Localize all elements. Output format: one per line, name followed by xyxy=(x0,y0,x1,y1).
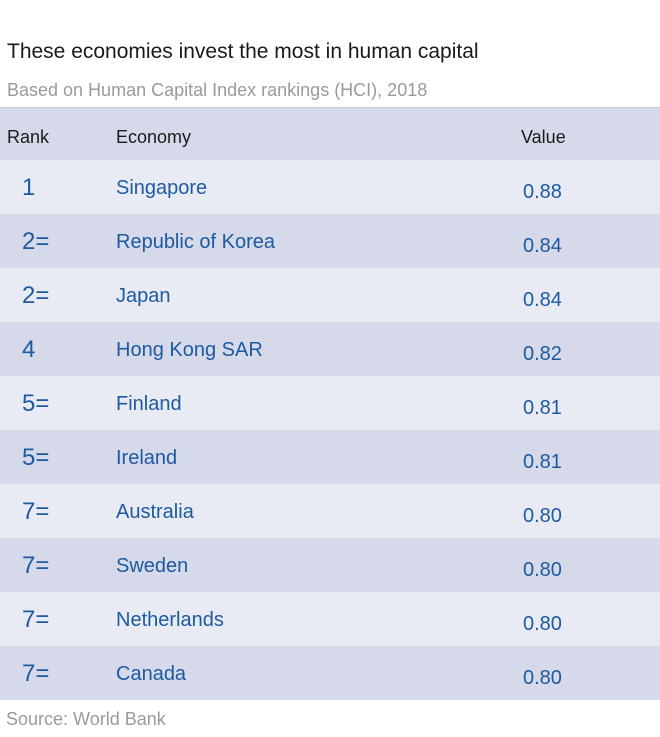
economy-cell: Republic of Korea xyxy=(116,231,275,253)
economy-cell: Ireland xyxy=(116,447,178,469)
source-note: Source: World Bank xyxy=(6,709,166,729)
economy-cell: Singapore xyxy=(116,177,208,199)
economy-cell: Netherlands xyxy=(116,609,224,631)
table-row: 2= Japan 0.84 xyxy=(0,268,660,322)
rank-cell: 7= xyxy=(22,498,50,525)
value-cell: 0.80 xyxy=(523,613,562,635)
header-economy: Economy xyxy=(116,127,192,147)
rank-cell: 5= xyxy=(22,444,50,471)
header-rank: Rank xyxy=(7,127,50,147)
value-cell: 0.88 xyxy=(523,181,562,203)
table-header: Rank Economy Value xyxy=(0,108,660,160)
economy-cell: Canada xyxy=(116,663,187,685)
rank-cell: 7= xyxy=(22,660,50,687)
economy-cell: Japan xyxy=(116,285,171,307)
value-cell: 0.80 xyxy=(523,505,562,527)
table-row: 7= Sweden 0.80 xyxy=(0,538,660,592)
rank-cell: 5= xyxy=(22,390,50,417)
economy-cell: Sweden xyxy=(116,555,189,577)
rank-cell: 4 xyxy=(22,336,36,363)
table-row: 5= Finland 0.81 xyxy=(0,376,660,430)
value-cell: 0.82 xyxy=(523,343,562,365)
economy-cell: Finland xyxy=(116,393,182,415)
value-cell: 0.80 xyxy=(523,667,562,689)
rank-cell: 7= xyxy=(22,552,50,579)
value-cell: 0.81 xyxy=(523,451,562,473)
table-row: 4 Hong Kong SAR 0.82 xyxy=(0,322,660,376)
header-value: Value xyxy=(521,127,566,147)
value-cell: 0.80 xyxy=(523,559,562,581)
table-row: 5= Ireland 0.81 xyxy=(0,430,660,484)
rank-cell: 7= xyxy=(22,606,50,633)
top-rule xyxy=(0,107,660,108)
table-row: 7= Netherlands 0.80 xyxy=(0,592,660,646)
chart-subtitle: Based on Human Capital Index rankings (H… xyxy=(7,80,428,100)
table-row: 7= Canada 0.80 xyxy=(0,646,660,700)
economy-cell: Australia xyxy=(116,501,194,523)
value-cell: 0.84 xyxy=(523,235,562,257)
table-row: 2= Republic of Korea 0.84 xyxy=(0,214,660,268)
rank-cell: 2= xyxy=(22,228,50,255)
table-row: 7= Australia 0.80 xyxy=(0,484,660,538)
rank-cell: 1 xyxy=(22,174,36,201)
table-row: 1 Singapore 0.88 xyxy=(0,160,660,214)
economy-cell: Hong Kong SAR xyxy=(116,339,263,361)
chart-title: These economies invest the most in human… xyxy=(7,40,479,63)
value-cell: 0.81 xyxy=(523,397,562,419)
rank-cell: 2= xyxy=(22,282,50,309)
value-cell: 0.84 xyxy=(523,289,562,311)
